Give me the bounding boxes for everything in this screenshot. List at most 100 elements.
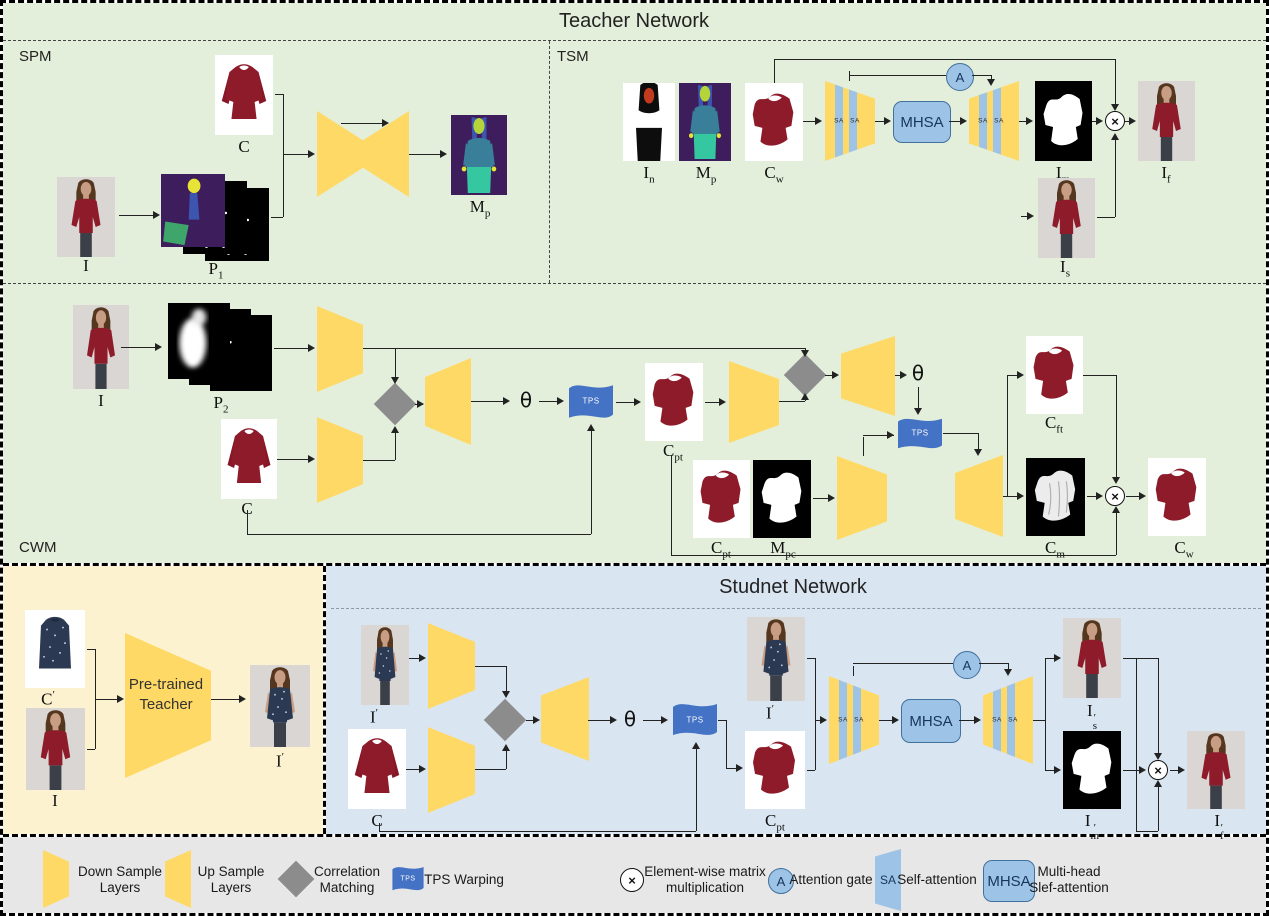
sa-label: SA (978, 117, 988, 125)
connector (1003, 496, 1021, 497)
connector (671, 455, 672, 555)
arrowhead (1096, 492, 1103, 500)
cwm-composite-mask-image (1026, 458, 1085, 536)
st-mhsa-block: MHSA (901, 699, 961, 743)
connector (718, 720, 726, 721)
connector (774, 59, 775, 83)
st-person-floral-2-image (747, 617, 805, 701)
connector (1136, 658, 1137, 831)
connector (1045, 658, 1046, 770)
connector (696, 746, 697, 831)
st-person-floral-2-label: I′ (765, 703, 775, 723)
connector (395, 348, 396, 378)
connector (863, 435, 894, 436)
connector (1116, 510, 1117, 555)
st-final-label: I ′ f (1214, 811, 1224, 843)
cwm-warped-cloth-2 (693, 460, 750, 538)
cwm-warped-cloth-1 (645, 363, 703, 441)
connector (979, 663, 1008, 664)
arrowhead (661, 716, 668, 724)
connector (807, 658, 815, 659)
cwm-final-warped-cloth (1148, 458, 1206, 536)
connector (277, 459, 313, 460)
connector (539, 401, 561, 402)
connector (363, 348, 805, 349)
spm-module-label: SPM (19, 48, 52, 65)
arrowhead (736, 764, 743, 772)
tsm-parse-image (679, 83, 731, 161)
tps-label: TPS (911, 428, 929, 438)
cwm-fine-cloth-label: Cft (1044, 413, 1064, 436)
arrowhead (1154, 780, 1162, 787)
connector (591, 428, 592, 534)
arrowhead (1054, 654, 1061, 662)
connector (918, 387, 919, 409)
connector (1045, 770, 1059, 771)
connector (959, 720, 979, 721)
cwm-garment-image (221, 419, 277, 499)
legend-upsample-label: Up Sample Layers (197, 863, 265, 895)
connector (643, 720, 665, 721)
connector (705, 402, 724, 403)
legend-correlation-label: Correlation Matching (313, 863, 381, 895)
arrowhead (419, 654, 426, 662)
connector (1115, 135, 1116, 217)
st-final-person-image (1187, 731, 1245, 809)
connector (803, 121, 819, 122)
cwm-person-label: I (98, 391, 104, 410)
connector (972, 75, 991, 76)
connector (274, 348, 312, 349)
arrowhead (914, 408, 922, 415)
tsm-source-label: Is (1060, 257, 1070, 280)
tsm-masked-person-label: In (643, 163, 655, 186)
arrowhead (1111, 133, 1119, 140)
pt-output-label: I′ (275, 751, 285, 771)
cwm-theta-1: θ (519, 388, 533, 412)
arrowhead (1112, 506, 1120, 513)
arrowhead (719, 398, 726, 406)
arrowhead (391, 377, 399, 384)
tsm-mask-image (1035, 81, 1092, 161)
tsm-final-person-image (1138, 81, 1195, 161)
cwm-composite-mask-label: Cm (1045, 538, 1065, 561)
arrowhead (801, 350, 809, 357)
arrowhead (502, 744, 510, 751)
arrowhead (1154, 753, 1162, 760)
teacher-title-separator (3, 40, 1266, 41)
spm-person-image (57, 177, 115, 257)
connector (1008, 663, 1009, 671)
cwm-warped-cloth-2-label: Cpt (711, 538, 731, 561)
st-person-floral-label: I′ (369, 707, 379, 727)
arrowhead (503, 397, 510, 405)
legend-tps-label: TPS Warping (424, 871, 504, 887)
connector (1007, 375, 1008, 496)
spm-output-label: Mp (469, 197, 491, 220)
cwm-cloth-mask-label: Mpc (770, 538, 796, 561)
cwm-warped-cloth-1-label: Cpt (663, 441, 683, 464)
arrowhead (1096, 117, 1103, 125)
connector (1115, 59, 1116, 105)
arrowhead (610, 716, 617, 724)
arrowhead (634, 398, 641, 406)
cwm-pose-label: P2 (213, 393, 229, 416)
sa-label: SA (879, 873, 897, 887)
connector (1123, 658, 1158, 659)
connector (475, 666, 506, 667)
connector (853, 666, 854, 676)
connector (119, 215, 157, 216)
arrowhead (117, 695, 124, 703)
connector (875, 121, 889, 122)
connector (409, 658, 423, 659)
sa-label: SA (838, 716, 848, 724)
connector (616, 402, 638, 403)
legend-attention-gate-icon: A (768, 868, 794, 894)
arrowhead (1026, 117, 1033, 125)
arrowhead (815, 117, 822, 125)
arrowhead (417, 400, 424, 408)
arrowhead (801, 393, 809, 400)
sa-label: SA (992, 716, 1002, 724)
connector (211, 699, 243, 700)
tsm-source-person-image (1038, 178, 1095, 258)
spm-garment-label: C (238, 137, 250, 156)
cwm-cloth-mask-image (753, 460, 811, 538)
